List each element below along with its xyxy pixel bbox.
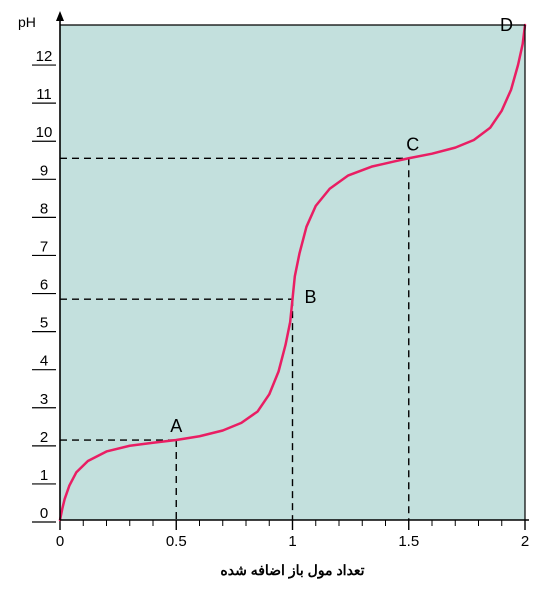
y-tick-label: 6 (40, 277, 48, 294)
y-axis-label: pH (18, 14, 36, 30)
x-axis-label: تعداد مول باز اضافه شده (220, 562, 364, 579)
y-tick-label: 12 (36, 48, 53, 65)
y-tick-label: 10 (36, 124, 53, 141)
y-tick-label: 3 (40, 391, 48, 408)
y-tick-label: 1 (40, 467, 48, 484)
y-axis-arrow (56, 11, 64, 21)
x-tick-label: 0 (56, 533, 64, 550)
x-tick-label: 2 (521, 533, 529, 550)
point-label-a: A (170, 416, 182, 436)
x-tick-label: 1.5 (398, 533, 419, 550)
point-label-c: C (406, 134, 419, 154)
x-tick-label: 0.5 (166, 533, 187, 550)
y-tick-label: 0 (40, 505, 48, 522)
chart-container: 012345678910111200.511.52ABCDpHتعداد مول… (0, 0, 552, 591)
y-tick-label: 7 (40, 238, 48, 255)
x-tick-label: 1 (288, 533, 296, 550)
y-tick-label: 9 (40, 162, 48, 179)
y-tick-label: 8 (40, 200, 48, 217)
y-tick-label: 2 (40, 429, 48, 446)
y-tick-label: 11 (36, 86, 52, 103)
y-tick-label: 5 (40, 315, 48, 332)
titration-chart: 012345678910111200.511.52ABCDpHتعداد مول… (0, 0, 552, 591)
y-tick-label: 4 (40, 353, 48, 370)
point-label-b: B (305, 287, 317, 307)
